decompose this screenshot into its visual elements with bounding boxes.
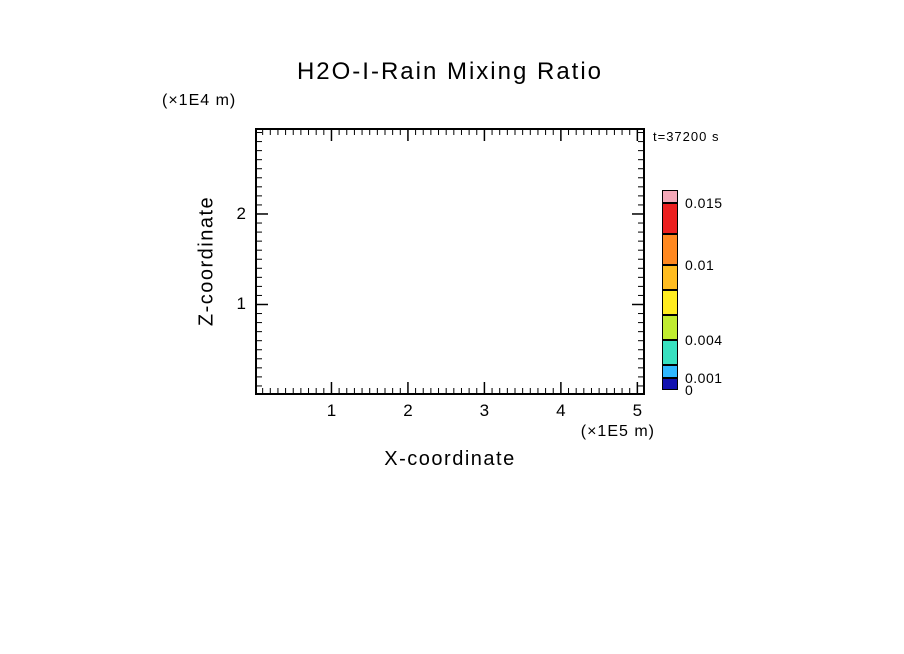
colorbar-label: 0.015: [685, 194, 723, 211]
colorbar-segment: [662, 340, 678, 365]
colorbar-segment: [662, 290, 678, 315]
x-axis-label: X-coordinate: [384, 448, 516, 470]
colorbar-label: 0.01: [685, 257, 715, 273]
plot-frame: [255, 128, 645, 395]
y-tick-label: 2: [236, 203, 246, 223]
x-tick-label: 1: [326, 401, 337, 420]
colorbar-segment: [662, 202, 678, 234]
colorbar-segment: [662, 365, 678, 378]
x-axis-units: (×1E5 m): [580, 423, 655, 440]
colorbar-label: 0: [685, 382, 694, 398]
plot-area: [255, 128, 645, 395]
colorbar-segment: [662, 190, 678, 203]
chart-title: H2O-I-Rain Mixing Ratio: [296, 58, 604, 85]
colorbar-segment: [662, 233, 678, 265]
colorbar-segment: [662, 265, 678, 290]
y-axis-label: Z-coordinate: [195, 195, 218, 327]
colorbar-label: 0.004: [685, 332, 723, 348]
x-tick-label: 4: [556, 401, 566, 420]
colorbar-label: 0.001: [685, 369, 723, 386]
y-tick-label: 1: [236, 294, 246, 314]
x-tick-label: 5: [632, 401, 643, 420]
y-axis-units: (×1E4 m): [162, 92, 237, 109]
colorbar-segment: [662, 315, 678, 340]
colorbar-segment: [662, 377, 678, 390]
x-tick-label: 2: [403, 401, 413, 420]
time-annotation: t=37200 s: [653, 129, 720, 144]
x-tick-label: 3: [479, 401, 490, 420]
